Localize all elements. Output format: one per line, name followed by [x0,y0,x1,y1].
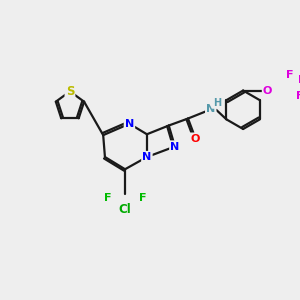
Text: O: O [190,134,200,144]
Text: O: O [263,85,272,95]
Text: F: F [298,75,300,85]
Text: N: N [170,142,179,152]
Text: F: F [296,91,300,101]
Text: S: S [66,85,74,98]
Text: N: N [125,119,134,129]
Text: N: N [206,104,215,114]
Text: F: F [139,193,146,203]
Text: F: F [286,70,293,80]
Text: H: H [213,98,221,108]
Text: F: F [104,193,111,203]
Text: Cl: Cl [119,203,131,216]
Text: N: N [142,152,152,162]
